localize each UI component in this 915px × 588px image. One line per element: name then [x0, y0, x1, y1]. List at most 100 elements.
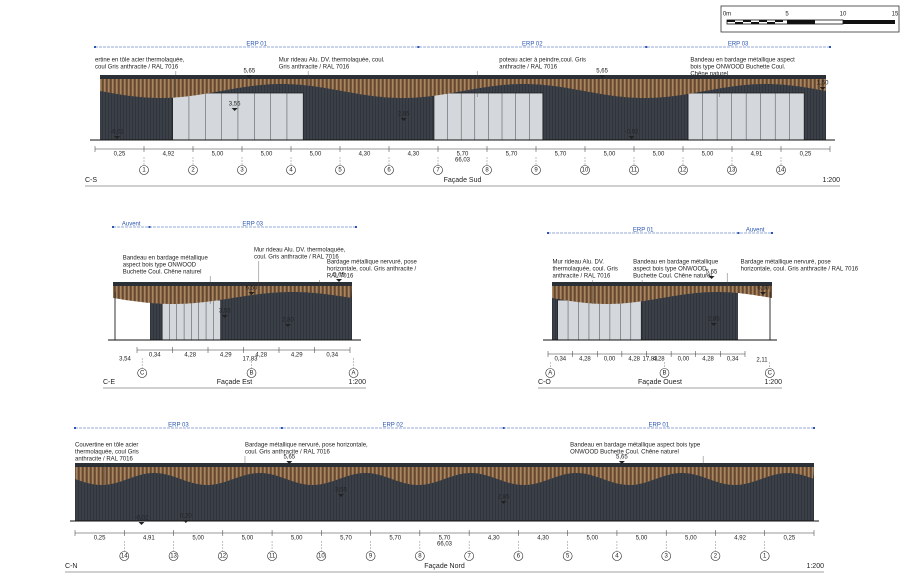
level-marker: [500, 501, 507, 504]
level-label: 2,80: [282, 318, 294, 324]
axis-label: B: [250, 371, 254, 377]
dim-total: 66,03: [455, 158, 471, 164]
zone-tick: [94, 46, 96, 48]
axis-label: 5: [338, 168, 342, 174]
axis-label: B: [662, 371, 666, 377]
facade-sud: ERP 01 ERP 02 ERP 03 ertine en tôle acier t…: [85, 42, 840, 187]
zone-label: ERP 01: [246, 42, 267, 48]
dim-label: 4,92: [734, 536, 746, 542]
axis-label: 11: [269, 554, 276, 560]
axis-bubble: [286, 165, 296, 175]
note: Gris anthracite / RAL 7016: [279, 65, 350, 71]
level-label: 2,85: [498, 495, 510, 501]
dim-label: 4,29: [291, 353, 303, 359]
zone-label: ERP 01: [633, 228, 654, 234]
zone-label: ERP 03: [242, 222, 263, 228]
level-label: 5,65: [596, 69, 608, 75]
level-label: 3,55: [229, 102, 241, 108]
axis-label: 14: [121, 554, 128, 560]
axis-label: 7: [436, 168, 440, 174]
wood-band: [75, 467, 814, 485]
level-marker: [400, 118, 407, 121]
level-label: 1,50: [817, 81, 829, 87]
level-marker: [599, 75, 606, 78]
facade-code: C-N: [65, 563, 77, 570]
dim-label: 5,00: [192, 536, 204, 542]
axis-bubble: [545, 368, 556, 378]
facade-code: C-O: [538, 379, 551, 386]
dim-label: 0,25: [94, 536, 106, 542]
note: bois type ONWOOD Buchette Coul.: [690, 65, 785, 71]
axis-label: 8: [485, 168, 489, 174]
axis-label: 13: [170, 554, 177, 560]
dim-label: 4,28: [579, 357, 591, 363]
zone-tick: [829, 46, 831, 48]
dim-label: 5,00: [653, 152, 665, 158]
dim-label: 5,00: [636, 536, 648, 542]
note: Bardage métallique nervuré, pose horizon…: [245, 443, 368, 449]
dim-label: 0,25: [800, 152, 812, 158]
scale-label: 10: [840, 12, 847, 18]
axis-bubble: [433, 165, 443, 175]
zone-tick: [112, 226, 114, 228]
coping: [113, 282, 352, 286]
level-label: 0,20: [180, 514, 192, 520]
axis-bubble: [759, 551, 770, 561]
note: ertine en tôle acier thermolaquée,: [95, 58, 185, 64]
dim-label: 5,70: [506, 152, 518, 158]
axis-bubble: [348, 368, 359, 378]
dim-label: 5,70: [457, 152, 469, 158]
level-marker: [335, 279, 342, 282]
axis-label: 10: [582, 168, 589, 174]
level-label: 3,55: [335, 488, 347, 494]
note: coul. Gris anthracite / RAL 7016: [254, 255, 339, 261]
note: ONWOOD Buchette Coul. Chêne naturel: [570, 450, 679, 456]
axis-bubble: [316, 551, 327, 561]
note: Bandeau en bardage métallique: [123, 256, 209, 262]
level-marker: [760, 292, 767, 295]
note: Mur rideau Alu. DV.: [552, 260, 604, 266]
level-marker: [284, 324, 291, 327]
coping: [100, 75, 826, 79]
note: horizontale, coul. Gris anthracite / RAL…: [741, 267, 859, 273]
note: Bandeau en bardage métallique aspect: [690, 58, 795, 64]
axis-label: A: [548, 371, 552, 377]
note: thermolaquée, coul Gris: [75, 450, 139, 456]
level-marker: [338, 494, 345, 497]
axis-label: 4: [615, 554, 619, 560]
axis-label: 12: [219, 554, 226, 560]
axis-label: 10: [318, 554, 325, 560]
level-marker: [231, 108, 238, 111]
dim-label: 0,00: [678, 357, 690, 363]
dim-label: 5,00: [604, 152, 616, 158]
dim-label: 0,25: [784, 536, 796, 542]
level-marker: [286, 461, 293, 464]
level-marker: [618, 461, 625, 464]
zone-tick: [771, 232, 773, 234]
axis-label: 7: [467, 554, 471, 560]
level-marker: [819, 87, 826, 90]
note: Couvertine en tôle acier: [75, 443, 138, 449]
zone-tick: [645, 46, 648, 48]
zone-tick: [417, 46, 420, 48]
dim-label: 4,91: [143, 536, 155, 542]
level-label: 2,85: [398, 112, 410, 118]
level-marker: [710, 323, 717, 326]
facade-scale: 1:200: [806, 563, 824, 570]
level-label: 2,85: [708, 317, 720, 323]
dim-label: 17,83: [642, 357, 658, 363]
axis-bubble: [764, 368, 775, 378]
dim-label: 4,28: [653, 357, 665, 363]
coping: [552, 282, 772, 286]
dim-label: 0,34: [727, 357, 739, 363]
axis-label: 6: [387, 168, 391, 174]
note: aspect bois type ONWOOD: [123, 263, 197, 269]
note: RAL 7016: [327, 274, 354, 280]
level-marker: [182, 520, 189, 523]
level-marker: [708, 276, 715, 279]
axis-label: 6: [517, 554, 521, 560]
axis-label: 3: [240, 168, 244, 174]
axis-label: 1: [763, 554, 767, 560]
axis-label: 2: [191, 168, 195, 174]
